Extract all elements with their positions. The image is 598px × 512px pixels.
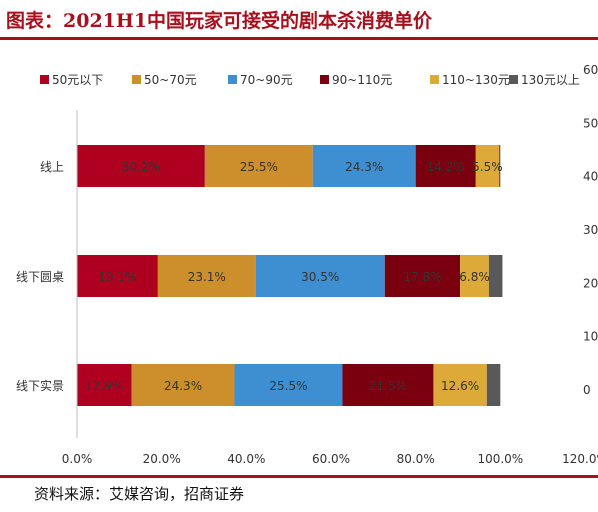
source-note: 资料来源：艾媒咨询，招商证券	[34, 485, 245, 503]
bar-segment	[255, 255, 385, 297]
bar-segment	[342, 364, 434, 406]
x-tick-label: 20.0%	[143, 452, 181, 466]
legend-item: 70~90元	[228, 73, 293, 87]
legend-label: 110~130元	[442, 73, 510, 87]
data-labels: 30.2% 25.5% 24.3% 14.2% 5.5% 19.1% 23.1% 30.5% 1…	[85, 160, 502, 393]
bar-segment	[204, 145, 313, 187]
x-tick-label: 60.0%	[312, 452, 350, 466]
data-label: 14.2%	[427, 160, 465, 174]
data-label: 6.8%	[459, 270, 490, 284]
data-label: 25.5%	[240, 160, 278, 174]
legend-label: 90~110元	[332, 73, 392, 87]
legend-item: 110~130元	[430, 73, 510, 87]
stacked-bar-chart: 50元以下 50~70元 70~90元 90~110元 110~130元 130元以上 3…	[16, 63, 598, 466]
bar-segment	[460, 255, 489, 297]
data-label: 24.3%	[164, 379, 202, 393]
bar-segment	[499, 145, 501, 187]
data-label: 21.5%	[369, 379, 407, 393]
bar-segment	[433, 364, 487, 406]
data-label: 30.2%	[122, 160, 160, 174]
category-label: 线下实景	[16, 378, 64, 393]
data-label: 19.1%	[98, 270, 136, 284]
data-label: 17.8%	[403, 270, 441, 284]
x-tick-label: 0.0%	[62, 452, 93, 466]
legend-swatch	[320, 75, 329, 84]
secondary-axis-tick-labels: 0 10 20 30 40 50 60	[583, 63, 598, 397]
legend-item: 130元以上	[509, 73, 580, 87]
bar-segment	[486, 364, 501, 406]
legend-item: 50~70元	[132, 73, 197, 87]
legend-swatch	[430, 75, 439, 84]
data-label: 25.5%	[269, 379, 307, 393]
bar-segment	[312, 145, 416, 187]
secondary-y-tick-label: 20	[583, 276, 598, 290]
bar-segment	[157, 255, 256, 297]
x-tick-label: 100.0%	[477, 452, 523, 466]
legend: 50元以下 50~70元 70~90元 90~110元 110~130元 130元以上	[40, 73, 580, 87]
data-label: 12.9%	[85, 379, 123, 393]
bars	[77, 145, 503, 406]
legend-label: 50~70元	[144, 73, 197, 87]
bar-segment	[488, 255, 503, 297]
legend-swatch	[228, 75, 237, 84]
bar-segment	[384, 255, 461, 297]
x-tick-label: 40.0%	[227, 452, 265, 466]
source-divider	[0, 475, 598, 478]
chart-title: 图表：2021H1中国玩家可接受的剧本杀消费单价	[6, 10, 433, 32]
legend-item: 50元以下	[40, 73, 103, 87]
legend-swatch	[132, 75, 141, 84]
bar-segment	[131, 364, 235, 406]
secondary-y-tick-label: 40	[583, 170, 598, 184]
secondary-y-tick-label: 50	[583, 116, 598, 130]
secondary-y-tick-label: 30	[583, 223, 598, 237]
legend-label: 50元以下	[52, 73, 103, 87]
bar-segment	[77, 255, 158, 297]
legend-swatch	[40, 75, 49, 84]
x-axis-tick-labels: 0.0% 20.0% 40.0% 60.0% 80.0% 100.0% 120.0%	[62, 452, 598, 466]
bar-segment	[77, 364, 132, 406]
secondary-y-tick-label: 0	[583, 383, 591, 397]
category-label: 线上	[40, 160, 64, 174]
x-tick-label: 80.0%	[397, 452, 435, 466]
data-label: 5.5%	[472, 160, 503, 174]
secondary-y-tick-label: 60	[583, 63, 598, 77]
bar-segment	[234, 364, 343, 406]
legend-label: 70~90元	[240, 73, 293, 87]
bar-segment	[475, 145, 500, 187]
data-label: 12.6%	[441, 379, 479, 393]
data-label: 24.3%	[345, 160, 383, 174]
legend-label: 130元以上	[521, 73, 580, 87]
title-divider	[0, 37, 598, 40]
bar-segment	[77, 145, 205, 187]
bar-segment	[415, 145, 476, 187]
data-label: 30.5%	[301, 270, 339, 284]
x-tick-label: 120.0%	[562, 452, 598, 466]
data-label: 23.1%	[188, 270, 226, 284]
secondary-y-tick-label: 10	[583, 330, 598, 344]
legend-item: 90~110元	[320, 73, 392, 87]
legend-swatch	[509, 75, 518, 84]
category-label: 线下圆桌	[16, 270, 64, 284]
